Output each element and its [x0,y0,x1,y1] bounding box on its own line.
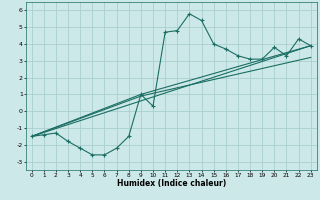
X-axis label: Humidex (Indice chaleur): Humidex (Indice chaleur) [116,179,226,188]
